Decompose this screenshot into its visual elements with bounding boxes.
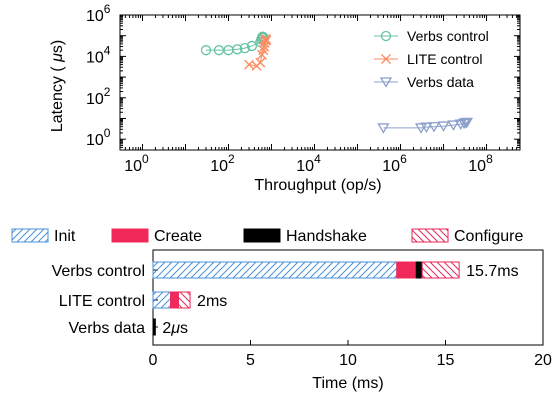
- data-point: [447, 120, 460, 131]
- scatter-y-tick-label: 106: [86, 2, 111, 25]
- scatter-y-tick-label: 104: [86, 43, 111, 66]
- data-point: [437, 121, 450, 132]
- scatter-series-group: [200, 31, 474, 134]
- bar-x-axis-label: Time (ms): [312, 375, 383, 392]
- bar-segment-configure: [421, 261, 460, 279]
- bar-category-label: Verbs control: [52, 263, 145, 280]
- bar-total-label: 2μs: [162, 320, 188, 337]
- legend-swatch: [111, 228, 149, 243]
- bar-x-axis: 0 5 10 15 20: [149, 340, 552, 369]
- data-point: [261, 35, 272, 46]
- legend-swatch: [11, 228, 49, 243]
- legend-label: Configure: [454, 228, 523, 245]
- scatter-y-axis-label-text: Latency (: [49, 66, 66, 132]
- scatter-y-tick-exponent: 2: [104, 85, 111, 99]
- bar-segment-create: [170, 291, 179, 309]
- legend-marker: [380, 30, 392, 42]
- bar-segment-handshake: [415, 261, 423, 279]
- bar-x-tick-label: 5: [246, 352, 255, 369]
- bar-segment-create: [396, 261, 417, 279]
- scatter-plot-frame: [119, 14, 521, 151]
- bar-row-verbs-data: Verbs data 2μs: [69, 318, 188, 337]
- legend-marker: [381, 54, 391, 64]
- bar-total-unit-suffix: s: [180, 320, 188, 337]
- bar-category-label: LITE control: [59, 293, 145, 310]
- legend-swatch: [243, 228, 281, 243]
- bar-total-label: 15.7ms: [466, 263, 518, 280]
- legend-label: Verbs control: [407, 28, 489, 44]
- data-point: [377, 123, 390, 134]
- scatter-x-tick-exponent: 2: [228, 152, 235, 166]
- scatter-x-tick-exponent: 0: [142, 152, 149, 166]
- scatter-x-tick-label: 102: [210, 152, 235, 175]
- bar-category-label: Verbs data: [69, 320, 146, 337]
- scatter-y-tick-label: 100: [86, 126, 111, 149]
- scatter-y-axis-label-rest: s): [49, 40, 66, 53]
- scatter-legend: Verbs control LITE control Verbs data: [374, 28, 489, 90]
- scatter-x-tick-label: 100: [124, 152, 149, 175]
- bar-segment-handshake: [152, 318, 156, 336]
- legend-marker: [379, 77, 393, 88]
- scatter-x-axis-label: Throughput (op/s): [254, 177, 381, 194]
- scatter-x-tick-exponent: 4: [314, 152, 321, 166]
- data-point: [454, 119, 467, 130]
- bar-total-unit-mu: μ: [170, 320, 180, 337]
- bar-x-tick-label: 0: [149, 352, 158, 369]
- legend-swatch: [411, 228, 449, 243]
- bar-chart: Init Create Handshake Configure 0 5 10 15 20 Ve…: [11, 228, 552, 392]
- data-point: [232, 44, 243, 55]
- data-point: [200, 45, 212, 56]
- data-point: [427, 122, 441, 133]
- bar-segment-init: [152, 261, 398, 279]
- bar-row-lite-control: LITE control 2ms: [59, 291, 227, 310]
- data-point: [239, 43, 251, 54]
- scatter-x-tick-label: 106: [382, 152, 407, 175]
- bar-total-label: 2ms: [197, 293, 227, 310]
- bar-segment-configure: [177, 291, 191, 309]
- data-point: [414, 123, 428, 134]
- legend-label: Create: [154, 228, 202, 245]
- data-point: [420, 122, 433, 133]
- scatter-y-tick-exponent: 0: [104, 126, 111, 140]
- bar-x-tick-label: 15: [437, 352, 455, 369]
- data-point: [259, 37, 270, 48]
- scatter-x-tick-exponent: 8: [486, 152, 493, 166]
- series-verbs-data: [377, 117, 474, 134]
- scatter-x-tick-label: 108: [468, 152, 493, 175]
- bar-segment-init: [152, 291, 172, 309]
- data-point: [255, 57, 266, 68]
- data-point: [460, 117, 474, 129]
- legend-label: Verbs data: [407, 74, 474, 90]
- bar-x-tick-label: 10: [339, 352, 357, 369]
- bar-row-verbs-control: Verbs control 15.7ms: [52, 261, 519, 280]
- legend-label: Init: [54, 228, 76, 245]
- series-lite-control: [244, 33, 272, 71]
- bar-rows: Verbs control 15.7ms LITE control 2ms Verbs …: [52, 261, 519, 337]
- scatter-y-axis-label: Latency ( μs): [49, 40, 66, 132]
- data-point: [246, 40, 258, 52]
- scatter-y-tick-exponent: 6: [104, 2, 111, 16]
- scatter-chart: 100 102 104 106 100 102 104 106 108 Latency ( μ…: [49, 2, 521, 194]
- bar-x-tick-label: 20: [534, 352, 552, 369]
- legend-label: LITE control: [407, 51, 482, 67]
- legend-label: Handshake: [286, 228, 367, 245]
- scatter-y-tick-exponent: 4: [104, 43, 111, 57]
- bar-legend: Init Create Handshake Configure: [11, 228, 523, 245]
- scatter-x-tick-exponent: 6: [400, 152, 407, 166]
- scatter-x-tick-label: 104: [296, 152, 321, 175]
- scatter-y-tick-label: 102: [86, 85, 111, 108]
- scatter-y-axis-label-mu: μ: [49, 53, 66, 63]
